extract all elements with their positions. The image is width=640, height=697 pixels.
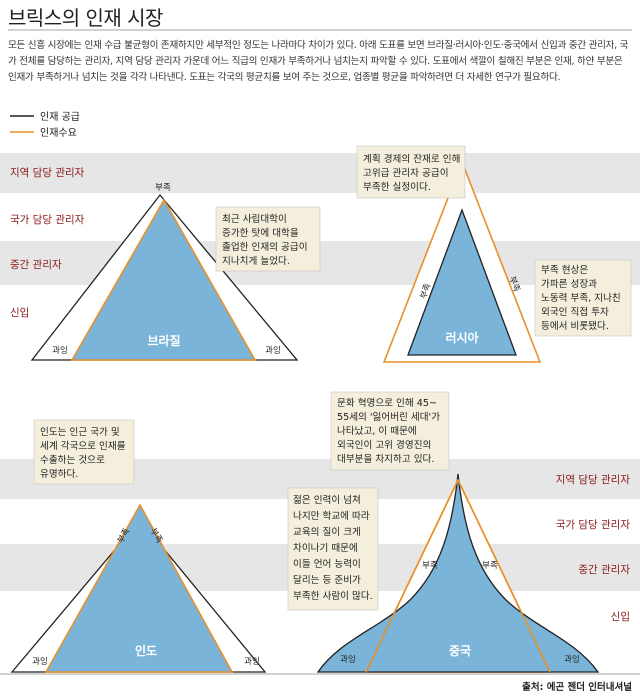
russia-note-top-box <box>356 145 466 199</box>
brazil-surplus-right: 과잉 <box>265 345 281 356</box>
level-middle-top: 중간 관리자 <box>10 259 62 271</box>
china-surplus-left: 과잉 <box>340 654 356 665</box>
india-demand-shape <box>44 503 234 673</box>
level-entry-bottom: 신입 <box>611 610 630 623</box>
intro-text: 모든 신흥 시장에는 인재 수급 불균형이 존재하지만 세부적인 정도는 나라마… <box>8 40 629 83</box>
legend-demand: 인재수요 <box>40 127 77 139</box>
band-regional-top <box>0 153 640 193</box>
india-surplus-right: 과잉 <box>244 656 260 667</box>
brazil-surplus-left: 과잉 <box>52 345 68 356</box>
level-national-top: 국가 담당 관리자 <box>10 214 85 226</box>
brazil-note: 최근 사립대학이 증가한 탓에 대학을 졸업한 인재의 공급이 지나치게 늘었다… <box>222 213 311 267</box>
china-demand-line <box>365 478 551 673</box>
india-note: 인도는 인근 국가 및 세계 각국으로 인재를 수출하는 것으로 유명하다. <box>40 426 129 480</box>
india-surplus-left: 과잉 <box>32 656 48 667</box>
china-surplus-right: 과잉 <box>564 654 580 665</box>
brazil-shortage-label: 부족 <box>155 183 171 193</box>
china-shortage-right: 부족 <box>482 561 498 571</box>
level-regional-bottom: 지역 담당 관리자 <box>556 474 631 486</box>
india-country-label: 인도 <box>135 643 157 658</box>
brazil-diagram: 부족 과잉 과잉 브라질 최근 사립대학이 증가한 탓에 대학을 졸업한 인재의… <box>30 183 321 361</box>
level-middle-bottom: 중간 관리자 <box>578 564 630 576</box>
source-credit: 출처: 에곤 젠더 인터내셔널 <box>522 681 632 693</box>
russia-country-label: 러시아 <box>445 330 478 345</box>
india-diagram: 부족 부족 과잉 과잉 인도 인도는 인근 국가 및 세계 각국으로 인재를 수… <box>10 419 267 673</box>
china-note-top: 문화 혁명으로 인해 45~ 55세의 '잃어버린 세대'가 나타났고, 이 때… <box>337 397 443 465</box>
china-supply-shape <box>316 473 600 673</box>
page-title: 브릭스의 인재 시장 <box>8 6 163 30</box>
russia-note-right-box <box>534 259 632 337</box>
brazil-country-label: 브라질 <box>147 333 180 348</box>
russia-diagram: 부족 부족 러시아 계획 경제의 잔재로 인해 고위급 관리자 공급이 부족한 … <box>356 145 632 363</box>
china-country-label: 중국 <box>449 644 471 658</box>
level-entry-top: 신입 <box>10 306 29 319</box>
brazil-note-box <box>215 206 321 272</box>
china-diagram: 부족 부족 과잉 과잉 중국 문화 혁명으로 인해 45~ 55세의 '잃어버린… <box>287 391 600 673</box>
china-note-mid-box <box>287 487 379 611</box>
level-national-bottom: 국가 담당 관리자 <box>556 519 631 531</box>
china-shortage-left: 부족 <box>422 561 438 571</box>
china-note-top-box <box>330 391 450 471</box>
russia-note-right: 부족 현상은 가파른 성장과 노동력 부족, 지나친 외국인 직접 투자 등에서… <box>541 265 624 332</box>
russia-note-top: 계획 경제의 잔재로 인해 고위급 관리자 공급이 부족한 실정이다. <box>363 153 463 193</box>
india-note-box <box>33 419 135 485</box>
level-regional-top: 지역 담당 관리자 <box>10 167 85 179</box>
china-note-mid: 젊은 인력이 넘쳐 나지만 학교에 따라 교육의 질이 크게 차이나기 때문에 … <box>293 494 373 602</box>
russia-supply-shape <box>407 208 517 356</box>
legend-supply: 인재 공급 <box>40 111 80 123</box>
brazil-demand-shape <box>70 198 257 361</box>
